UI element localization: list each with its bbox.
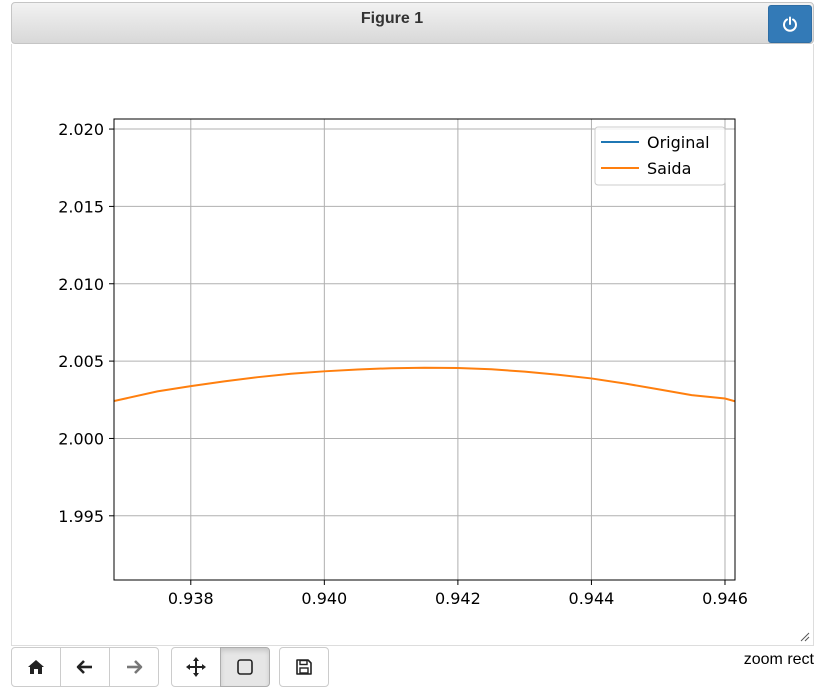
y-tick-label: 2.020 xyxy=(58,120,104,139)
mode-button-group xyxy=(171,647,270,687)
legend-label-original: Original xyxy=(647,133,710,152)
figure-canvas[interactable]: 0.938 0.940 0.942 0.944 0.946 1.995 2.000 2.005… xyxy=(11,44,814,646)
history-button-group xyxy=(11,647,159,687)
legend-label-saida: Saida xyxy=(647,159,691,178)
pan-button[interactable] xyxy=(171,647,221,687)
x-tick-label: 0.942 xyxy=(435,589,481,608)
y-tick-label: 2.000 xyxy=(58,429,104,448)
figure-title: Figure 1 xyxy=(360,10,424,27)
power-icon xyxy=(783,16,797,32)
save-button-group xyxy=(279,647,329,687)
x-tick-label: 0.944 xyxy=(569,589,615,608)
figure-window: Figure 1 0.938 0.940 0.942 0.944 0.946 1.995 2… xyxy=(11,2,814,692)
square-icon xyxy=(237,659,253,675)
y-tick-label: 2.010 xyxy=(58,275,104,294)
x-tick-label: 0.940 xyxy=(301,589,347,608)
resize-handle-icon[interactable] xyxy=(800,632,810,642)
axes-frame xyxy=(113,118,736,581)
y-tick-label: 1.995 xyxy=(58,507,104,526)
home-button[interactable] xyxy=(11,647,61,687)
y-tick-label: 2.005 xyxy=(58,352,104,371)
arrow-left-icon xyxy=(76,660,92,674)
home-icon xyxy=(28,660,44,674)
floppy-disk-icon xyxy=(296,659,312,675)
arrow-right-icon xyxy=(127,660,143,674)
move-icon xyxy=(186,657,206,677)
x-tick-label: 0.938 xyxy=(168,589,214,608)
navigation-toolbar: zoom rect xyxy=(11,647,814,689)
back-button[interactable] xyxy=(60,647,110,687)
zoom-rect-button[interactable] xyxy=(220,647,270,687)
x-tick-label: 0.946 xyxy=(702,589,748,608)
y-tick-label: 2.015 xyxy=(58,197,104,216)
close-figure-button[interactable] xyxy=(768,5,812,43)
chart[interactable]: 0.938 0.940 0.942 0.944 0.946 1.995 2.000 2.005… xyxy=(12,44,813,645)
series-line-saida xyxy=(114,366,735,403)
save-button[interactable] xyxy=(279,647,329,687)
forward-button[interactable] xyxy=(109,647,159,687)
status-message: zoom rect xyxy=(743,651,814,668)
title-bar: Figure 1 xyxy=(11,2,814,44)
legend: Original Saida xyxy=(594,126,726,186)
